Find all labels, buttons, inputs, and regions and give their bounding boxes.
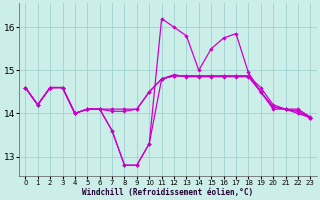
X-axis label: Windchill (Refroidissement éolien,°C): Windchill (Refroidissement éolien,°C) <box>82 188 253 197</box>
